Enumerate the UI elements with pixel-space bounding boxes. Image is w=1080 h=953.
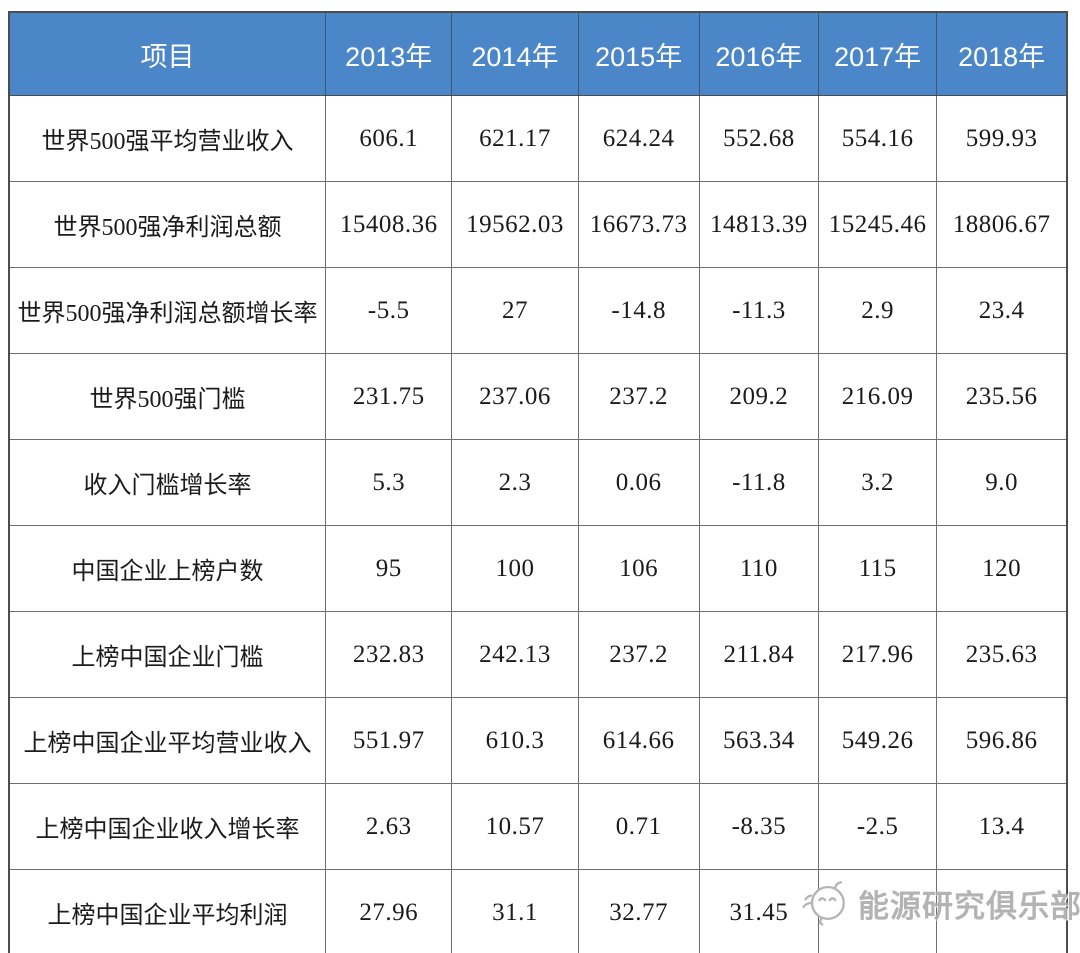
data-cell: 596.86	[936, 697, 1068, 784]
data-cell: -11.8	[698, 439, 820, 526]
row-label-cell: 上榜中国企业收入增长率	[8, 783, 327, 870]
data-cell: 209.2	[698, 353, 820, 440]
data-cell: 231.75	[325, 353, 453, 440]
data-cell: 211.84	[698, 611, 820, 698]
data-cell: -5.5	[325, 267, 453, 354]
data-cell: 106	[577, 525, 700, 612]
table-row: 收入门槛增长率 5.3 2.3 0.06 -11.8 3.2 9.0	[8, 439, 1068, 526]
data-cell: 2.9	[817, 267, 938, 354]
data-cell: 23.4	[936, 267, 1068, 354]
table-row: 上榜中国企业平均利润 27.96 31.1 32.77 31.45	[8, 869, 1068, 953]
data-cell: 15408.36	[325, 181, 453, 268]
data-cell: 2.3	[451, 439, 579, 526]
data-cell	[817, 869, 938, 953]
data-cell: 554.16	[817, 95, 938, 182]
table-row: 世界500强净利润总额增长率 -5.5 27 -14.8 -11.3 2.9 23.4	[8, 267, 1068, 354]
table-row: 上榜中国企业平均营业收入 551.97 610.3 614.66 563.34 549.2…	[8, 697, 1068, 784]
data-cell: 27.96	[325, 869, 453, 953]
data-cell: 31.1	[451, 869, 579, 953]
data-cell: 610.3	[451, 697, 579, 784]
table-row: 上榜中国企业门槛 232.83 242.13 237.2 211.84 217.96 235…	[8, 611, 1068, 698]
data-cell: 232.83	[325, 611, 453, 698]
data-cell: 27	[451, 267, 579, 354]
table-body: 世界500强平均营业收入 606.1 621.17 624.24 552.68 554.1…	[8, 95, 1068, 953]
data-cell: 115	[817, 525, 938, 612]
data-cell: 32.77	[577, 869, 700, 953]
data-cell: 10.57	[451, 783, 579, 870]
data-cell: 14813.39	[698, 181, 820, 268]
data-cell: 552.68	[698, 95, 820, 182]
header-cell-year: 2013年	[325, 11, 453, 96]
data-cell: 614.66	[577, 697, 700, 784]
data-cell: 606.1	[325, 95, 453, 182]
header-row: 项目 2013年 2014年 2015年 2016年 2017年 2018年	[8, 11, 1068, 96]
data-cell: 242.13	[451, 611, 579, 698]
data-cell: -11.3	[698, 267, 820, 354]
data-cell: 19562.03	[451, 181, 579, 268]
row-label-cell: 世界500强净利润总额增长率	[8, 267, 327, 354]
row-label-cell: 中国企业上榜户数	[8, 525, 327, 612]
data-cell: 237.2	[577, 611, 700, 698]
data-cell: 235.56	[936, 353, 1068, 440]
row-label-cell: 上榜中国企业门槛	[8, 611, 327, 698]
table-row: 世界500强门槛 231.75 237.06 237.2 209.2 216.09 235.…	[8, 353, 1068, 440]
data-cell: -8.35	[698, 783, 820, 870]
data-cell: 237.2	[577, 353, 700, 440]
data-cell: 217.96	[817, 611, 938, 698]
data-cell: 0.06	[577, 439, 700, 526]
table-row: 中国企业上榜户数 95 100 106 110 115 120	[8, 525, 1068, 612]
row-label-cell: 世界500强门槛	[8, 353, 327, 440]
data-cell: 624.24	[577, 95, 700, 182]
data-cell: -2.5	[817, 783, 938, 870]
header-cell-item: 项目	[8, 11, 327, 96]
data-cell: 235.63	[936, 611, 1068, 698]
data-cell: 2.63	[325, 783, 453, 870]
data-cell: 31.45	[698, 869, 820, 953]
header-cell-year: 2015年	[577, 11, 700, 96]
header-cell-year: 2017年	[817, 11, 938, 96]
row-label-cell: 上榜中国企业平均营业收入	[8, 697, 327, 784]
data-cell: 599.93	[936, 95, 1068, 182]
data-cell: 3.2	[817, 439, 938, 526]
data-cell: 100	[451, 525, 579, 612]
table-row: 上榜中国企业收入增长率 2.63 10.57 0.71 -8.35 -2.5 13.4	[8, 783, 1068, 870]
header-cell-year: 2014年	[451, 11, 579, 96]
header-cell-year: 2016年	[698, 11, 820, 96]
data-cell: 216.09	[817, 353, 938, 440]
data-cell: 549.26	[817, 697, 938, 784]
row-label-cell: 收入门槛增长率	[8, 439, 327, 526]
data-cell: 5.3	[325, 439, 453, 526]
data-cell: 13.4	[936, 783, 1068, 870]
data-cell: 16673.73	[577, 181, 700, 268]
data-cell: 9.0	[936, 439, 1068, 526]
data-cell: 621.17	[451, 95, 579, 182]
data-cell: 15245.46	[817, 181, 938, 268]
data-cell	[936, 869, 1068, 953]
data-cell: 110	[698, 525, 820, 612]
data-cell: 551.97	[325, 697, 453, 784]
row-label-cell: 上榜中国企业平均利润	[8, 869, 327, 953]
data-cell: -14.8	[577, 267, 700, 354]
data-cell: 237.06	[451, 353, 579, 440]
row-label-cell: 世界500强平均营业收入	[8, 95, 327, 182]
data-cell: 18806.67	[936, 181, 1068, 268]
row-label-cell: 世界500强净利润总额	[8, 181, 327, 268]
data-cell: 563.34	[698, 697, 820, 784]
table-row: 世界500强平均营业收入 606.1 621.17 624.24 552.68 554.1…	[8, 95, 1068, 182]
data-cell: 95	[325, 525, 453, 612]
table-row: 世界500强净利润总额 15408.36 19562.03 16673.73 14813…	[8, 181, 1068, 268]
data-cell: 0.71	[577, 783, 700, 870]
data-cell: 120	[936, 525, 1068, 612]
header-cell-year: 2018年	[936, 11, 1068, 96]
fortune500-data-table: 项目 2013年 2014年 2015年 2016年 2017年 2018年 世界500强平…	[8, 11, 1068, 953]
